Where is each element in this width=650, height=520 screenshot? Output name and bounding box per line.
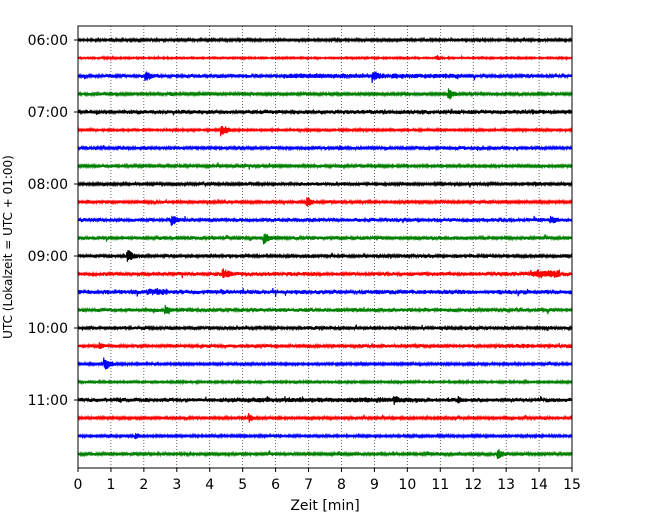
trace-line (77, 432, 573, 440)
x-tick-label: 6 (271, 477, 280, 493)
trace-line (77, 180, 573, 188)
trace-line (77, 71, 573, 84)
y-tick-label: 07:00 (28, 105, 68, 121)
y-tick-label: 10:00 (28, 321, 68, 337)
y-tick-label: 11:00 (28, 393, 68, 409)
y-tick-label: 08:00 (28, 177, 68, 193)
y-tick-label: 06:00 (28, 33, 68, 49)
trace-line (77, 88, 573, 100)
trace-line (77, 413, 573, 423)
trace-line (77, 233, 573, 245)
x-tick-label: 4 (205, 477, 214, 493)
trace-line (77, 144, 573, 152)
x-tick-label: 5 (238, 477, 247, 493)
x-tick-label: 13 (497, 477, 515, 493)
x-tick-label: 14 (530, 477, 548, 493)
x-axis: 0 1 2 3 4 5 6 7 8 9 10 11 12 13 14 15 (74, 468, 581, 493)
plot-frame (77, 25, 573, 469)
y-axis: 06:00 07:00 08:00 09:00 10:00 11:00 (28, 33, 78, 409)
trace-line (77, 54, 573, 62)
x-tick-label: 8 (337, 477, 346, 493)
trace-line (77, 342, 573, 350)
x-tick-label: 10 (398, 477, 416, 493)
trace-line (77, 268, 573, 279)
trace-group (77, 36, 573, 459)
trace-line (77, 197, 573, 207)
trace-line (77, 324, 573, 332)
trace-line (77, 36, 573, 44)
x-tick-label: 9 (370, 477, 379, 493)
x-tick-label: 12 (464, 477, 482, 493)
x-tick-label: 15 (563, 477, 581, 493)
trace-line (77, 125, 573, 137)
trace-line (77, 108, 573, 116)
x-axis-label: Zeit [min] (290, 498, 359, 514)
x-tick-label: 1 (106, 477, 115, 493)
y-axis-label: UTC (Lokalzeit = UTC + 01:00) (1, 155, 15, 339)
y-tick-label: 09:00 (28, 249, 68, 265)
x-tick-label: 2 (139, 477, 148, 493)
x-tick-label: 3 (172, 477, 181, 493)
trace-line (77, 304, 573, 315)
trace-line (77, 357, 573, 370)
trace-line (77, 395, 573, 406)
trace-line (77, 250, 573, 262)
x-tick-label: 11 (431, 477, 449, 493)
x-tick-label: 0 (74, 477, 83, 493)
trace-line (77, 287, 573, 298)
trace-line (77, 449, 573, 459)
trace-line (77, 215, 573, 226)
x-tick-label: 7 (304, 477, 313, 493)
trace-line (77, 378, 573, 386)
trace-line (77, 162, 573, 170)
